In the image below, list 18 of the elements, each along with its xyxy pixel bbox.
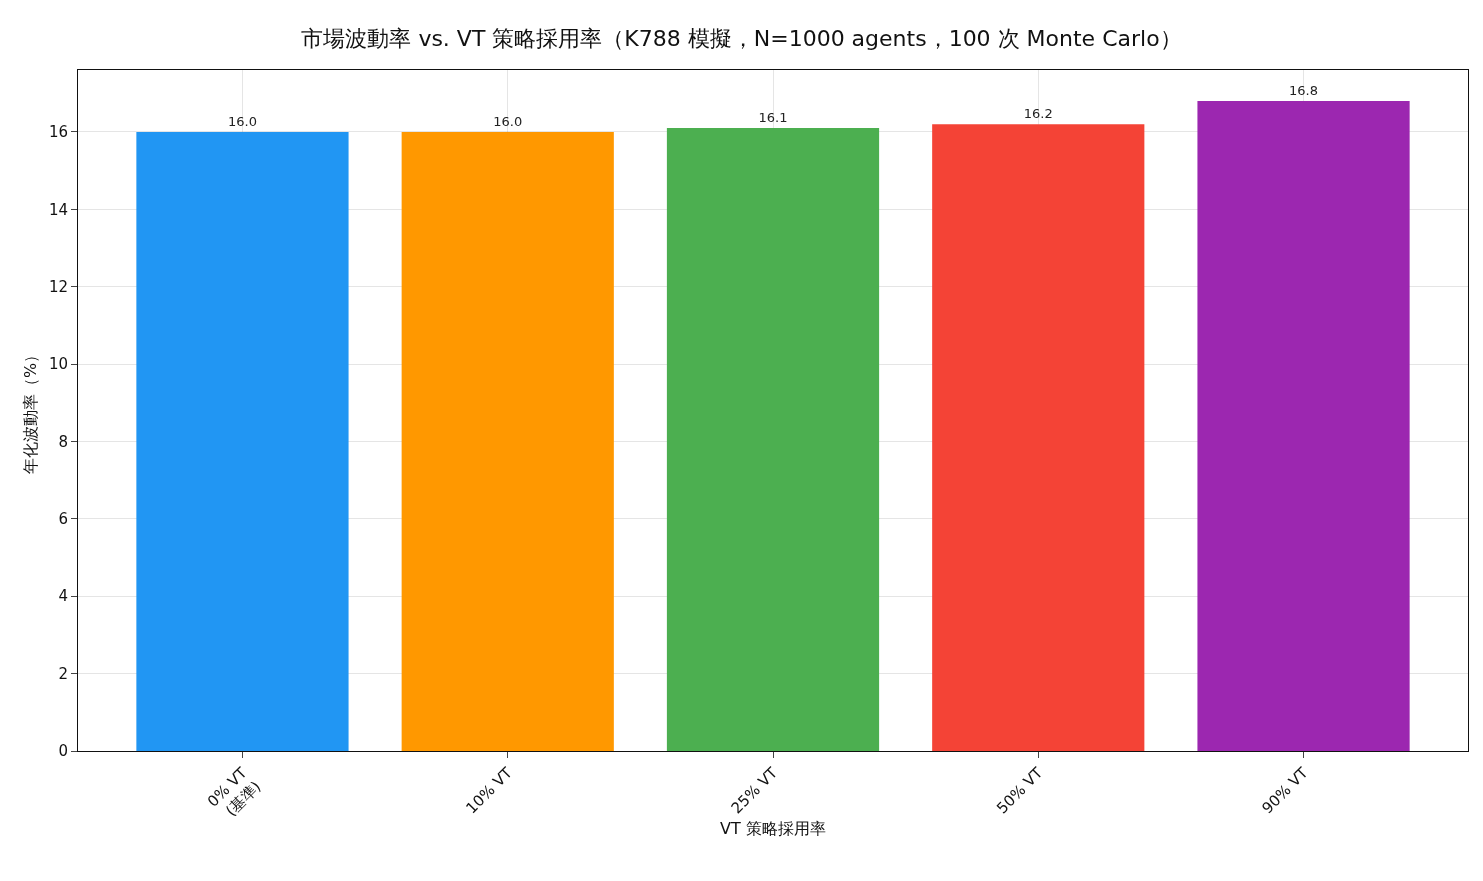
x-tick-label: 0% VT (基準) <box>203 763 265 820</box>
y-tick-label: 2 <box>58 664 68 683</box>
y-tick-label: 14 <box>48 200 68 219</box>
y-tick-label: 8 <box>58 432 68 451</box>
x-axis-title: VT 策略採用率 <box>720 819 826 839</box>
chart-title: 市場波動率 vs. VT 策略採用率（K788 模擬，N=1000 agents，100 次 Monte Carlo） <box>301 26 1182 52</box>
data-label: 16.0 <box>493 113 523 129</box>
data-label: 16.0 <box>227 113 257 129</box>
data-label: 16.2 <box>1023 106 1053 122</box>
y-axis-title: 年化波動率（%） <box>21 346 40 475</box>
y-tick-label: 6 <box>58 510 68 529</box>
y-tick-label: 16 <box>48 123 68 142</box>
y-tick-label: 10 <box>48 355 68 374</box>
data-label: 16.8 <box>1289 82 1319 98</box>
y-tick-label: 4 <box>58 587 68 606</box>
data-label: 16.1 <box>758 110 788 126</box>
y-tick-label: 12 <box>48 277 68 296</box>
y-tick-label: 0 <box>58 742 68 761</box>
